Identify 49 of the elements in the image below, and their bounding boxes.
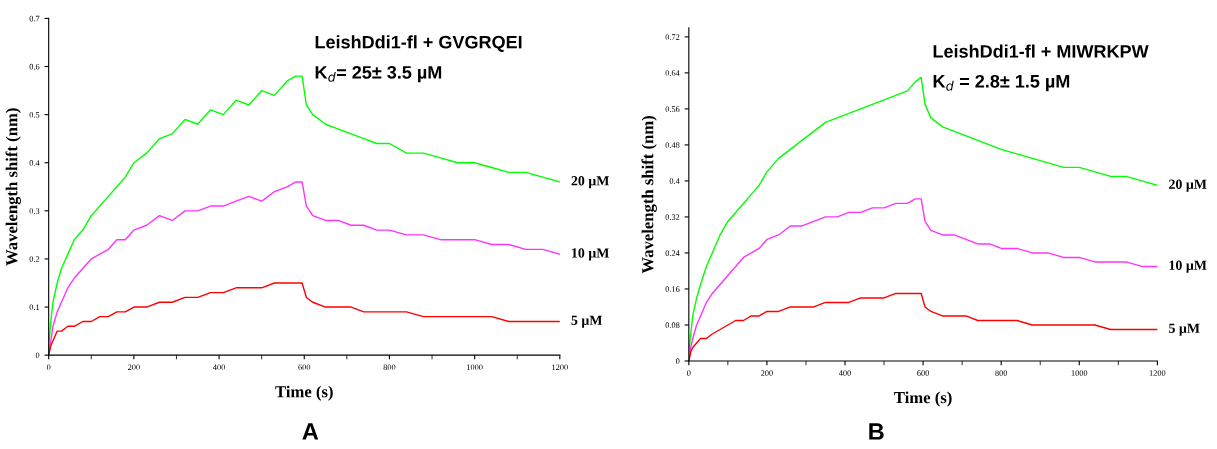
y-tick-label: 0.08 [665, 322, 680, 328]
y-tick-label: 0.56 [665, 106, 680, 112]
line-series [688, 76, 1158, 353]
x-tick-label: 200 [127, 364, 140, 371]
x-tick-label: 0 [46, 364, 51, 371]
y-tick-label: 0.1 [29, 304, 40, 311]
y-tick-label: 0.2 [29, 256, 40, 262]
y-axis-title: Wavelength shift (nm) [641, 115, 657, 274]
text: B [869, 423, 884, 440]
series-label: 20 µM [571, 176, 609, 189]
series-label: 10 µM [572, 248, 609, 261]
x-axis-title: Time (s) [275, 385, 333, 401]
y-tick-label: 0.64 [665, 70, 680, 76]
y-axis-title: Wavelength shift (nm) [5, 108, 21, 266]
y-tick-label: 0.72 [665, 34, 680, 40]
x-tick-label: 400 [212, 364, 225, 371]
y-tick-label: 0.48 [665, 142, 680, 148]
series-label: 5 µM [571, 315, 603, 328]
y-tick-label: 0.7 [29, 15, 40, 22]
annotation: LeishDdi1-fl + MIWRKPW [933, 44, 1149, 58]
x-tick-label: 1200 [552, 364, 568, 371]
text: A [302, 423, 319, 440]
x-tick-label: 800 [995, 370, 1008, 376]
x-tick-label: 600 [298, 364, 311, 371]
y-tick-label: 0 [675, 358, 680, 364]
x-tick-label: 800 [383, 364, 396, 371]
y-tick-label: 0.4 [29, 160, 40, 166]
y-tick-label: 0.5 [29, 111, 40, 118]
y-tick-label: 0.24 [665, 250, 680, 256]
annotation: LeishDdi1-fl + GVGRQEI [315, 35, 522, 52]
x-tick-label: 200 [761, 370, 773, 376]
x-tick-label: 600 [917, 370, 930, 376]
annotation: K$_{d}$= 25± 3.5 µM [315, 65, 442, 83]
x-tick-label: 0 [687, 370, 691, 376]
x-tick-label: 1000 [1071, 370, 1088, 376]
y-tick-label: 0.32 [665, 214, 680, 220]
series-label: 10 µM [1169, 260, 1207, 273]
y-tick-label: 0.4 [669, 178, 680, 184]
x-tick-label: 400 [838, 370, 851, 376]
series-label: 20 µM [1169, 179, 1207, 192]
y-tick-label: 0.3 [29, 208, 40, 214]
annotation: K$_{d}$ = 2.8± 1.5 µM [933, 74, 1070, 92]
y-tick-label: 0.16 [665, 286, 680, 292]
series-label: 5 µM [1169, 323, 1200, 336]
y-tick-label: 0.6 [29, 63, 40, 70]
x-axis-title: Time (s) [894, 391, 952, 407]
x-tick-label: 1200 [1149, 370, 1166, 376]
y-tick-label: 0 [35, 352, 40, 359]
x-tick-label: 1000 [467, 364, 483, 371]
